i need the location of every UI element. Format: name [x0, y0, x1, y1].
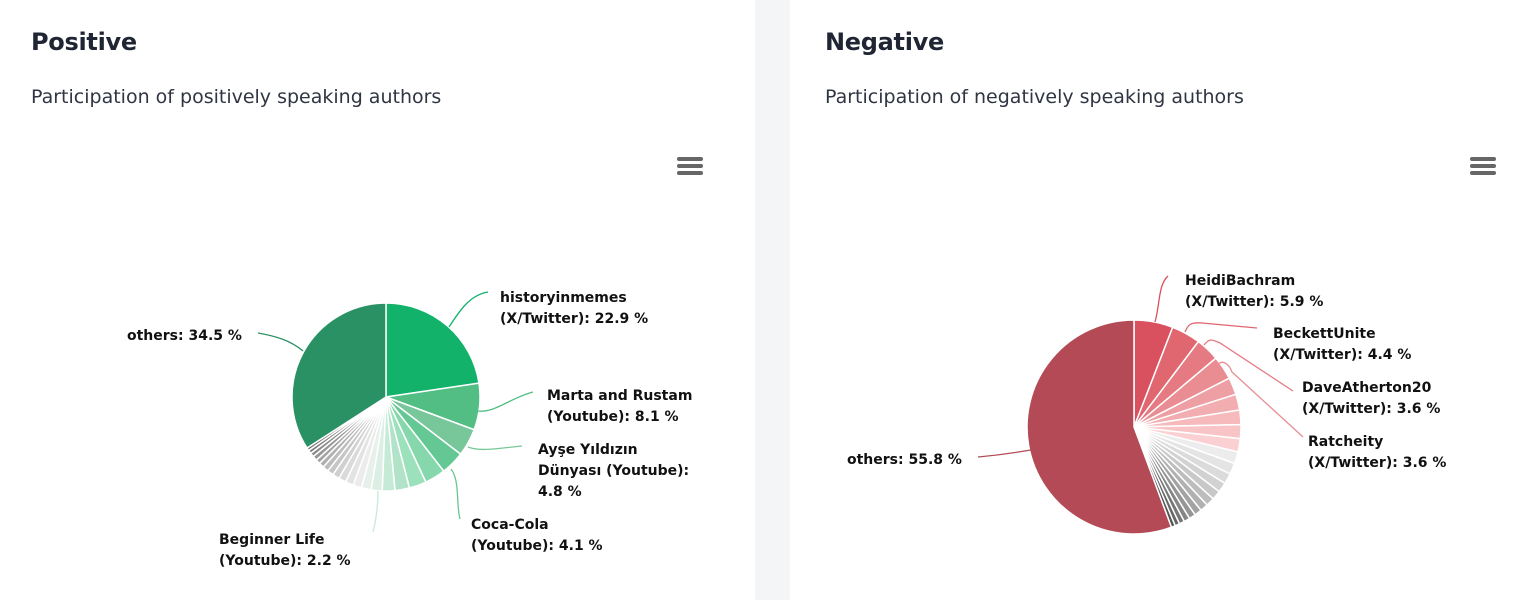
- connector-line: [977, 448, 1037, 458]
- panel-title: Positive: [31, 28, 137, 56]
- panel-subtitle: Participation of negatively speaking aut…: [825, 86, 1244, 108]
- slice-label: (X/Twitter): 5.9 %: [1185, 294, 1323, 310]
- slice-label: (Youtube): 4.1 %: [471, 538, 603, 554]
- pie-slice[interactable]: [385, 302, 480, 398]
- connector-line: [448, 291, 489, 328]
- connector-line: [1203, 339, 1294, 392]
- slice-label: (Youtube): 2.2 %: [219, 553, 351, 569]
- slice-label: Dünyası (Youtube):: [538, 463, 689, 479]
- hamburger-menu-icon[interactable]: [677, 157, 703, 179]
- hamburger-menu-icon[interactable]: [1470, 157, 1496, 179]
- slice-label: 4.8 %: [538, 484, 582, 500]
- slice-label: Marta and Rustam: [547, 388, 692, 404]
- slice-label: Beginner Life: [219, 532, 325, 548]
- connector-line: [477, 391, 534, 412]
- slice-label: BeckettUnite: [1273, 326, 1376, 342]
- slice-label: DaveAtherton20: [1302, 380, 1432, 396]
- positive-pie-chart: historyinmemes (X/Twitter): 22.9 % Marta…: [127, 290, 692, 569]
- connector-line: [1216, 361, 1304, 438]
- slice-label: (X/Twitter): 22.9 %: [500, 311, 648, 327]
- connector-line: [1184, 322, 1258, 333]
- pie-slices[interactable]: [291, 302, 481, 492]
- slice-label: (X/Twitter): 4.4 %: [1273, 347, 1411, 363]
- slice-label: Ratcheity: [1308, 434, 1383, 450]
- connector-line: [450, 468, 461, 520]
- slice-label: Coca-Cola: [471, 517, 549, 533]
- negative-pie-chart: HeidiBachram (X/Twitter): 5.9 % BeckettU…: [847, 273, 1446, 535]
- slice-label: (Youtube): 8.1 %: [547, 409, 679, 425]
- panel-title: Negative: [825, 28, 944, 56]
- negative-panel: Negative Participation of negatively spe…: [790, 0, 1536, 600]
- pie-slice[interactable]: [291, 302, 387, 450]
- connector-line: [467, 445, 523, 451]
- connector-line: [1154, 275, 1169, 323]
- slice-label: others: 34.5 %: [127, 328, 242, 344]
- pie-slices[interactable]: [1026, 319, 1242, 535]
- slice-label: (X/Twitter): 3.6 %: [1308, 455, 1446, 471]
- connector-line: [372, 490, 379, 533]
- connector-line: [257, 332, 304, 352]
- slice-label: historyinmemes: [500, 290, 627, 306]
- pie-slice[interactable]: [1026, 319, 1173, 535]
- slice-label: (X/Twitter): 3.6 %: [1302, 401, 1440, 417]
- slice-label: others: 55.8 %: [847, 452, 962, 468]
- slice-label: Ayşe Yıldızın: [538, 442, 638, 458]
- slice-label: HeidiBachram: [1185, 273, 1295, 289]
- positive-panel: Positive Participation of positively spe…: [0, 0, 755, 600]
- panel-subtitle: Participation of positively speaking aut…: [31, 86, 442, 108]
